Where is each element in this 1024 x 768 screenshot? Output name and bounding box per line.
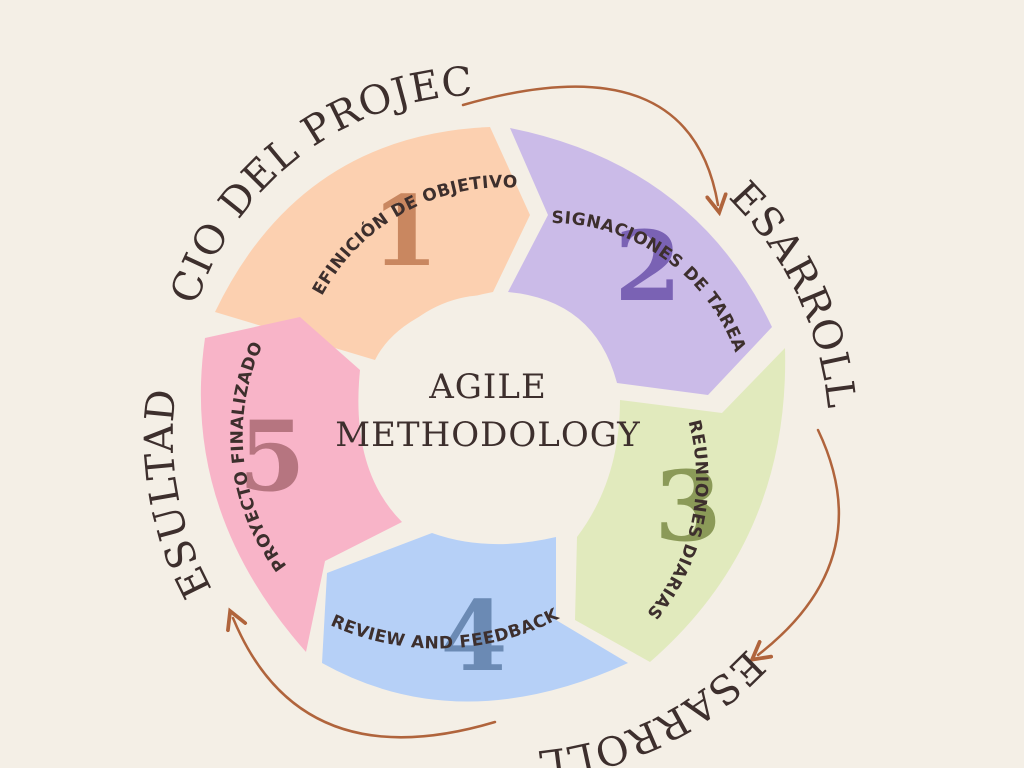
arrow-desarrollo-to-desarrollo xyxy=(758,428,841,655)
segment-5-number: 5 xyxy=(239,400,306,513)
center-title-line2: METHODOLOGY xyxy=(335,415,640,455)
segment-4-shape xyxy=(322,533,628,702)
arrow-inicio-to-desarrollo xyxy=(461,85,718,205)
center-circle xyxy=(368,295,608,535)
segment-2-number: 2 xyxy=(615,210,682,323)
segment-1-number: 1 xyxy=(372,175,439,288)
segment-4-number: 4 xyxy=(441,580,508,693)
segment-5-shape xyxy=(200,317,402,652)
arrow-desarrollo-to-resultado xyxy=(233,618,497,739)
segment-2-shape xyxy=(508,128,772,395)
segment-3-number: 3 xyxy=(655,450,722,563)
segment-3-shape xyxy=(575,348,786,662)
center-title-line1: AGILE xyxy=(428,367,547,407)
